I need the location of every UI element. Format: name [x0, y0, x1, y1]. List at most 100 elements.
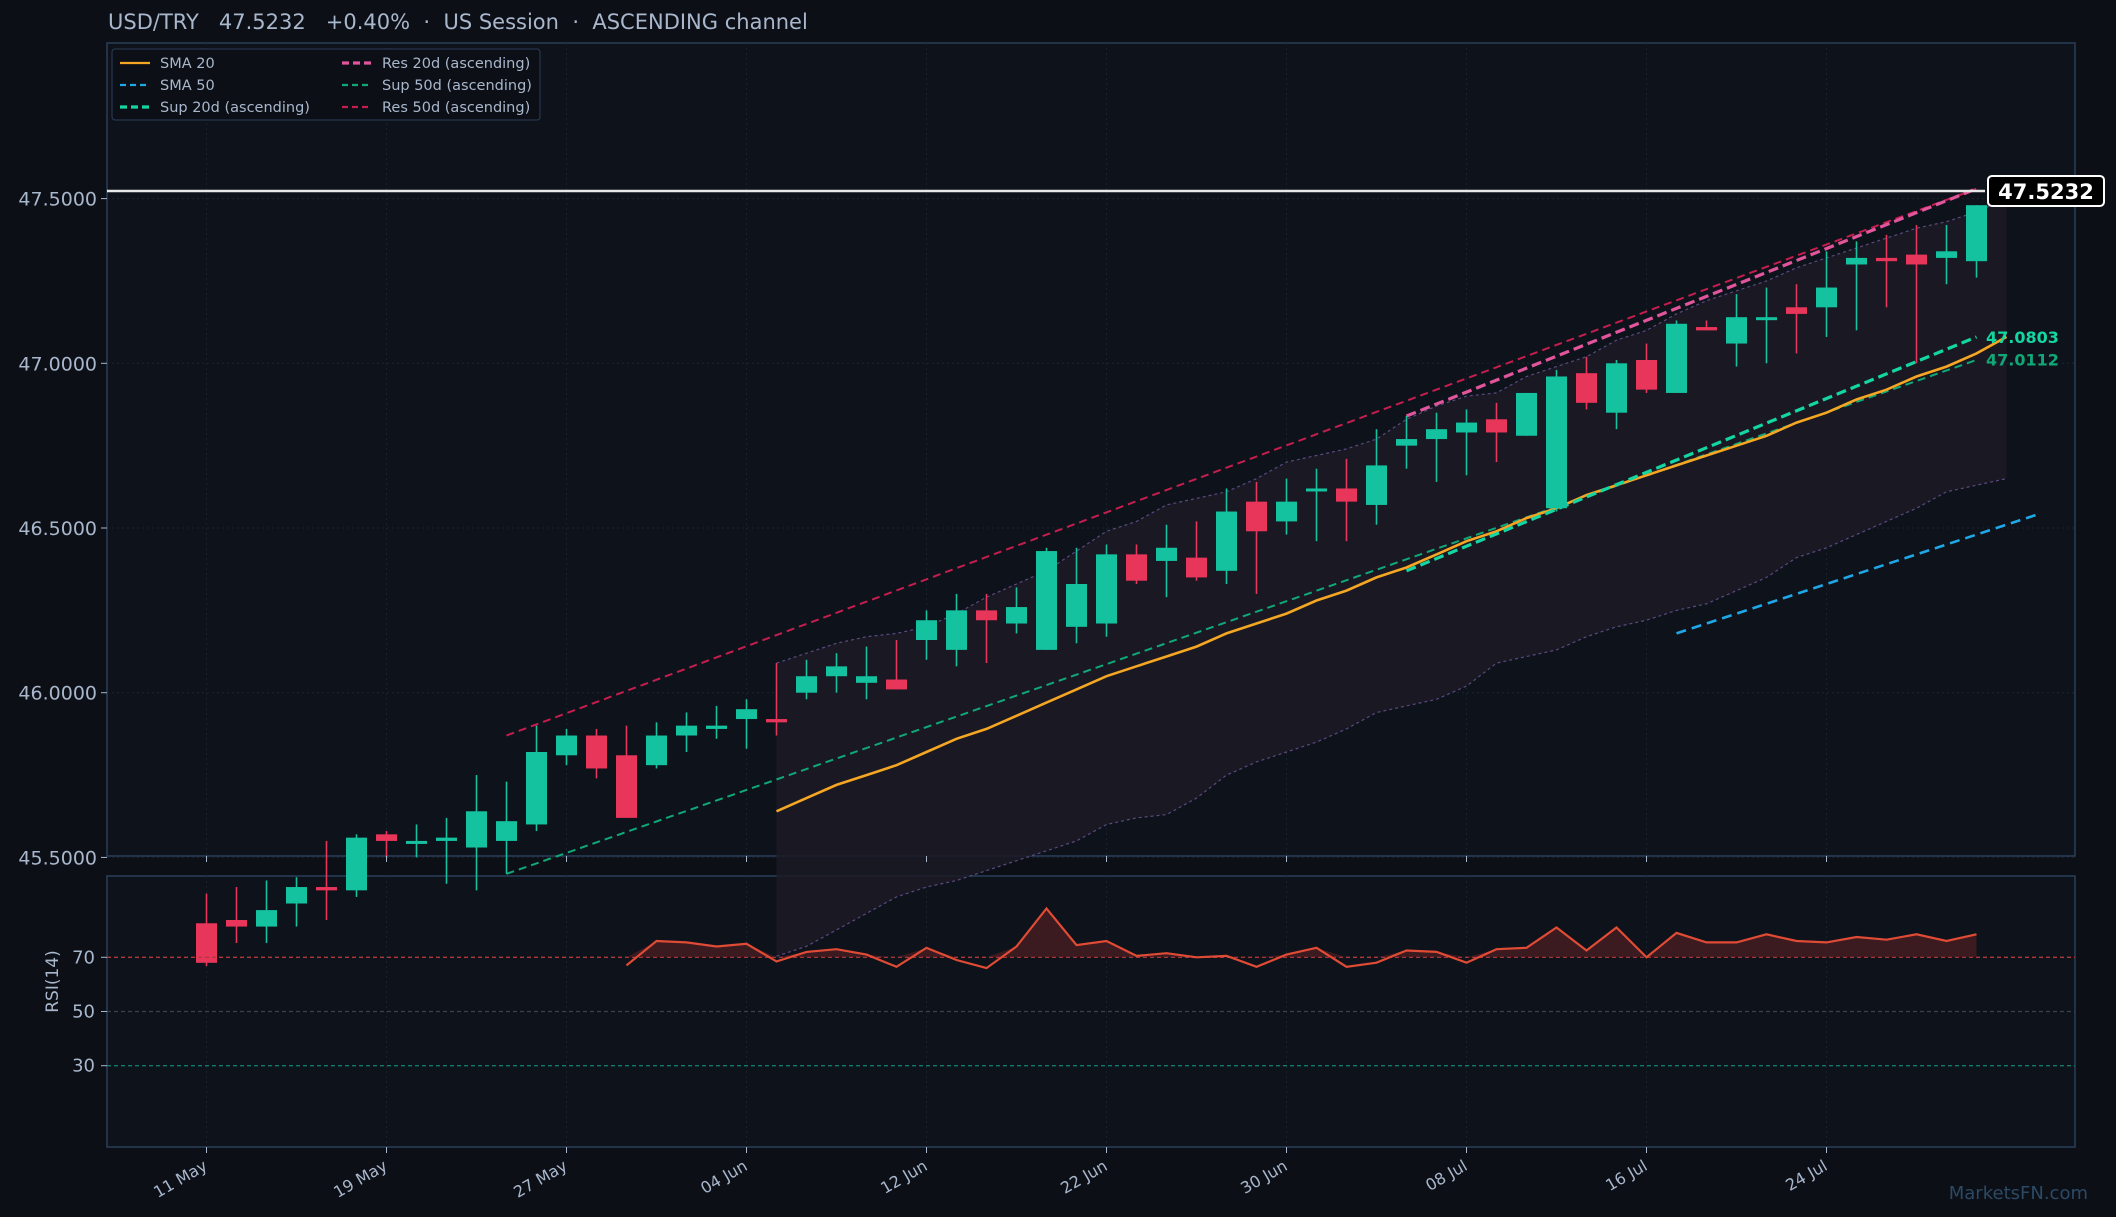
candle-up [736, 709, 757, 720]
candle-up [256, 910, 277, 927]
candle-up [436, 837, 457, 841]
x-tick-label: 22 Jun [1057, 1156, 1110, 1198]
candle-up [1366, 465, 1387, 505]
candle-up [1426, 429, 1447, 440]
candle-up [406, 840, 427, 844]
candle-up [676, 725, 697, 736]
y-tick-label: 45.5000 [18, 847, 97, 869]
sup20-line [1405, 335, 1978, 573]
candle-down [1906, 254, 1927, 265]
symbol-label: USD/TRY [108, 10, 199, 34]
last-price-tag [1987, 174, 2105, 207]
rsi-series [107, 906, 2075, 1067]
legend-label: SMA 50 [160, 78, 215, 94]
y-tick-label: 46.0000 [18, 683, 97, 705]
change-label: +0.40% [325, 10, 411, 34]
bollinger-fill [776, 198, 2007, 957]
x-tick-label: 19 May [330, 1156, 390, 1202]
x-tick-label: 08 Jul [1422, 1156, 1470, 1195]
candle-down [226, 919, 247, 927]
candle-up [496, 821, 517, 841]
candle-down [1186, 557, 1207, 578]
candle-down [766, 719, 787, 723]
y-tick-label: 46.5000 [18, 518, 97, 540]
candle-down [616, 755, 637, 818]
x-tick-label: 12 Jun [877, 1156, 930, 1198]
candle-up [646, 735, 667, 766]
candle-up [706, 725, 727, 729]
candle-down [316, 887, 337, 891]
candle-up [1006, 607, 1027, 624]
candle-up [916, 620, 937, 640]
candle-up [1276, 501, 1297, 522]
x-tick-label: 16 Jul [1602, 1156, 1650, 1195]
rsi-tick-label: 30 [72, 1056, 95, 1077]
candle-up [1156, 547, 1177, 561]
legend-label: Sup 20d (ascending) [160, 100, 310, 116]
candle-up [826, 666, 847, 677]
x-tick-label: 27 May [510, 1156, 570, 1202]
res20-line [1405, 187, 1978, 418]
candle-down [1126, 554, 1147, 581]
indicator-lines [107, 187, 2037, 875]
channel-label: ASCENDING channel [592, 10, 808, 34]
price-label: 47.5232 [218, 10, 306, 34]
legend-box [111, 48, 541, 121]
candles [196, 205, 1987, 967]
candle-up [1396, 439, 1417, 446]
candle-down [1636, 360, 1657, 390]
legend-label: Res 20d (ascending) [382, 56, 530, 72]
candle-up [1816, 287, 1837, 308]
candle-down [1696, 327, 1717, 331]
chart-header: USD/TRY 47.5232 +0.40% · US Session · AS… [108, 10, 808, 34]
rsi-axis-label: RSI(14) [43, 950, 63, 1013]
candle-up [1036, 551, 1057, 650]
candle-up [1216, 511, 1237, 571]
side-price-label: 47.0803 [1986, 328, 2059, 347]
rsi-tick-label: 50 [72, 1002, 95, 1023]
candle-up [556, 735, 577, 756]
candle-up [526, 751, 547, 825]
legend-label: Sup 50d (ascending) [382, 78, 532, 94]
candle-down [1786, 307, 1807, 314]
candle-down [376, 834, 397, 841]
rsi-line [625, 906, 1977, 970]
legend-label: Res 50d (ascending) [382, 100, 530, 116]
candle-down [1576, 373, 1597, 403]
candle-up [1846, 257, 1867, 265]
candle-up [1606, 363, 1627, 413]
candle-up [1096, 554, 1117, 624]
y-tick-label: 47.5000 [18, 189, 97, 211]
legend: SMA 20 Res 20d (ascending) SMA 50 Sup 50d (… [111, 48, 541, 121]
candle-down [586, 735, 607, 769]
price-labels: 47.0803 47.0112 47.5232 [1986, 174, 2105, 370]
candle-up [1756, 317, 1777, 321]
y-tick-label: 47.0000 [18, 353, 97, 375]
candle-up [346, 837, 367, 891]
watermark: MarketsFN.com [1948, 1183, 2088, 1204]
bollinger-lower-line [776, 478, 2007, 957]
x-tick-label: 11 May [150, 1156, 210, 1202]
candle-down [1336, 488, 1357, 502]
last-price-tag-text: 47.5232 [1998, 180, 2094, 204]
candle-up [1666, 323, 1687, 393]
side-price-label: 47.0112 [1986, 351, 2059, 370]
candle-up [856, 676, 877, 683]
session-label: US Session [443, 10, 559, 34]
candle-down [1876, 257, 1897, 262]
candle-up [1306, 488, 1327, 492]
bollinger-upper-line [776, 198, 2007, 664]
candle-up [1726, 317, 1747, 344]
candle-up [946, 610, 967, 650]
candle-up [796, 676, 817, 693]
candle-up [1966, 205, 1987, 262]
x-tick-label: 24 Jul [1782, 1156, 1830, 1195]
candle-up [1936, 251, 1957, 258]
sma20-line [775, 335, 2008, 813]
candle-up [466, 811, 487, 848]
candle-down [976, 610, 997, 621]
candle-down [1486, 419, 1507, 433]
x-tick-label: 30 Jun [1237, 1156, 1290, 1198]
candle-down [886, 679, 907, 690]
